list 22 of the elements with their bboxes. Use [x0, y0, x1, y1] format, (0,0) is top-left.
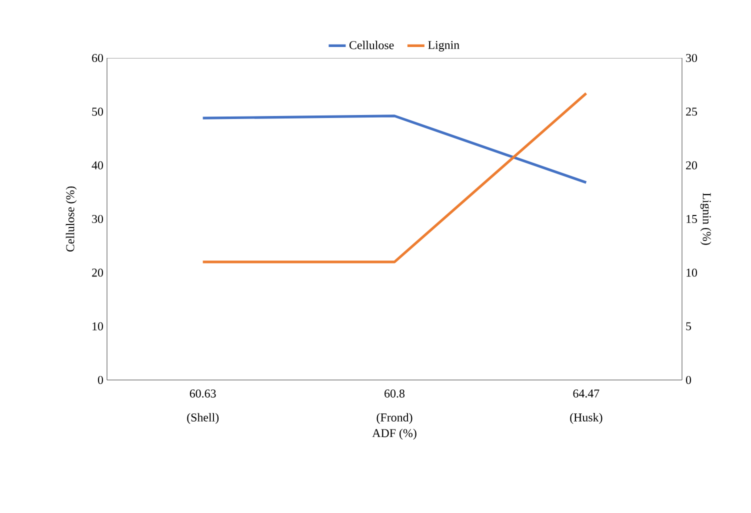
y2-tick-label: 25 [686, 108, 698, 116]
y2-tick-label: 20 [686, 161, 698, 170]
y-tick-label: 30 [92, 214, 104, 224]
legend-label: Lignin [428, 40, 460, 52]
legend-label: Cellulose [349, 40, 394, 50]
y-tick-label: 60 [92, 54, 104, 62]
y2-tick-label: 0 [686, 376, 692, 384]
y-tick-label: 20 [92, 268, 104, 277]
category-label: 64.47 (Husk) [570, 390, 602, 424]
y2-tick-label: 5 [686, 322, 692, 330]
y-tick-label: 0 [98, 376, 104, 384]
y-tick-label: 40 [92, 161, 104, 170]
y2-tick-label: 15 [686, 214, 698, 223]
x-axis-title: ADF (%) [372, 428, 416, 440]
y-tick-label: 10 [92, 322, 104, 330]
y-tick-label: 50 [92, 108, 104, 116]
y2-axis-title: Lignin (%) [700, 192, 712, 245]
y-axis-title: Cellulose (%) [66, 186, 77, 252]
category-label: 60.8 (Frond) [376, 390, 412, 424]
y2-tick-label: 10 [686, 268, 698, 277]
category-label: 60.63 (Shell) [187, 390, 219, 424]
y2-tick-label: 30 [686, 54, 698, 62]
